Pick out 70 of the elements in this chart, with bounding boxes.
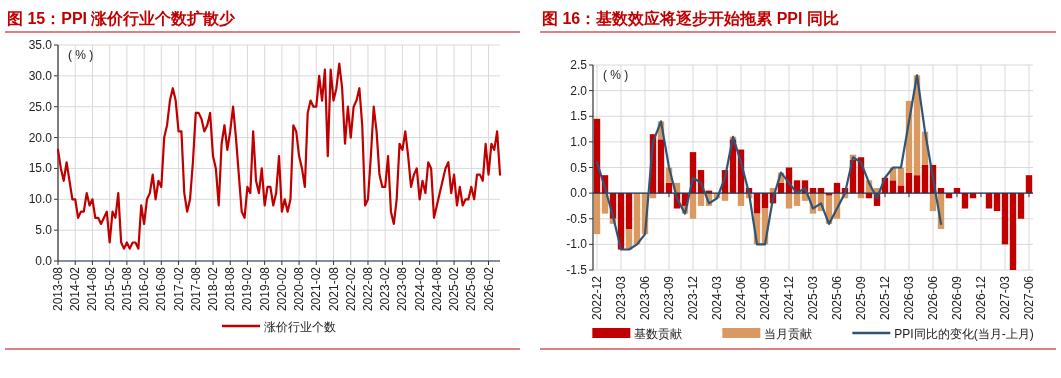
- x-tick-label: 2023-09: [662, 275, 676, 321]
- x-tick-label: 2024-09: [758, 275, 772, 321]
- x-tick-label: 2026-06: [926, 275, 940, 321]
- y-tick-label: 2.5: [570, 58, 588, 72]
- legend-label: 当月贡献: [764, 327, 813, 341]
- x-tick-label: 2024-06: [734, 275, 748, 321]
- y-tick-label: -1.0: [566, 237, 588, 252]
- x-tick-label: 2023-12: [686, 275, 700, 321]
- x-tick-label: 2022-12: [590, 275, 604, 321]
- x-tick-label: 2019-02: [240, 266, 255, 312]
- chart-title: 图 16：基数效应将逐步开始拖累 PPI 同比: [542, 9, 839, 27]
- y-tick-label: 15.0: [28, 161, 53, 176]
- y-axis-title: ( % ): [68, 48, 94, 62]
- x-tick-label: 2023-02: [378, 266, 393, 312]
- x-tick-label: 2026-09: [950, 275, 964, 321]
- y-tick-label: 0.0: [35, 254, 53, 268]
- y-axis-title: ( % ): [603, 68, 629, 82]
- x-tick-label: 2026-12: [974, 275, 988, 321]
- x-tick-label: 2020-02: [274, 266, 289, 312]
- chart-title: 图 15：PPI 涨价行业个数扩散少: [7, 10, 237, 27]
- x-tick-label: 2014-02: [68, 266, 83, 312]
- x-tick-label: 2023-03: [614, 275, 628, 321]
- x-tick-label: 2025-02: [447, 266, 462, 312]
- y-tick-label: 30.0: [28, 68, 53, 83]
- x-tick-label: 2019-08: [257, 266, 272, 312]
- x-tick-label: 2025-08: [464, 266, 479, 312]
- y-tick-label: 35.0: [28, 38, 53, 52]
- y-tick-label: 0.0: [570, 186, 588, 201]
- y-tick-label: 0.5: [570, 160, 588, 175]
- x-tick-label: 2013-08: [51, 266, 65, 312]
- x-tick-label: 2024-02: [412, 266, 427, 312]
- legend-label: 涨价行业个数: [264, 320, 336, 334]
- x-tick-label: 2016-02: [137, 266, 152, 312]
- x-tick-label: 2026-02: [481, 266, 496, 312]
- x-tick-label: 2023-08: [395, 266, 410, 312]
- y-tick-label: -0.5: [566, 211, 588, 226]
- x-tick-label: 2021-02: [309, 266, 324, 312]
- x-tick-label: 2018-08: [223, 266, 238, 312]
- y-tick-label: 1.0: [570, 134, 588, 149]
- x-tick-label: 2024-03: [710, 275, 724, 321]
- x-tick-label: 2020-08: [292, 266, 307, 312]
- y-tick-label: 25.0: [28, 99, 53, 114]
- y-tick-label: 5.0: [35, 223, 53, 238]
- x-tick-label: 2022-02: [343, 266, 358, 312]
- x-tick-label: 2018-02: [205, 266, 220, 312]
- x-tick-label: 2025-09: [854, 275, 868, 321]
- y-tick-label: 2.0: [570, 83, 588, 98]
- x-tick-label: 2023-06: [638, 275, 652, 321]
- y-tick-label: 1.5: [570, 109, 588, 124]
- y-tick-label: 10.0: [28, 192, 53, 207]
- x-tick-label: 2025-06: [830, 275, 844, 321]
- x-tick-label: 2017-08: [188, 266, 203, 312]
- x-tick-label: 2015-02: [102, 266, 117, 312]
- legend-label: PPI同比的变化(当月-上月): [894, 327, 1034, 341]
- x-tick-label: 2025-03: [806, 275, 820, 321]
- x-tick-label: 2015-08: [119, 266, 134, 312]
- x-tick-label: 2024-12: [782, 275, 796, 321]
- x-tick-label: 2024-08: [429, 266, 444, 312]
- y-tick-label: 20.0: [28, 130, 53, 145]
- x-tick-label: 2025-12: [878, 275, 892, 321]
- y-tick-label: -1.5: [566, 263, 588, 277]
- x-tick-label: 2017-02: [171, 266, 186, 312]
- x-tick-label: 2021-08: [326, 266, 341, 312]
- legend-label: 基数贡献: [634, 327, 683, 341]
- x-tick-label: 2027-03: [998, 275, 1012, 321]
- x-tick-label: 2022-08: [360, 266, 375, 312]
- x-tick-label: 2014-08: [85, 266, 100, 312]
- x-tick-label: 2016-08: [154, 266, 169, 312]
- x-tick-label: 2026-03: [902, 275, 916, 321]
- x-tick-label: 2027-06: [1022, 275, 1036, 321]
